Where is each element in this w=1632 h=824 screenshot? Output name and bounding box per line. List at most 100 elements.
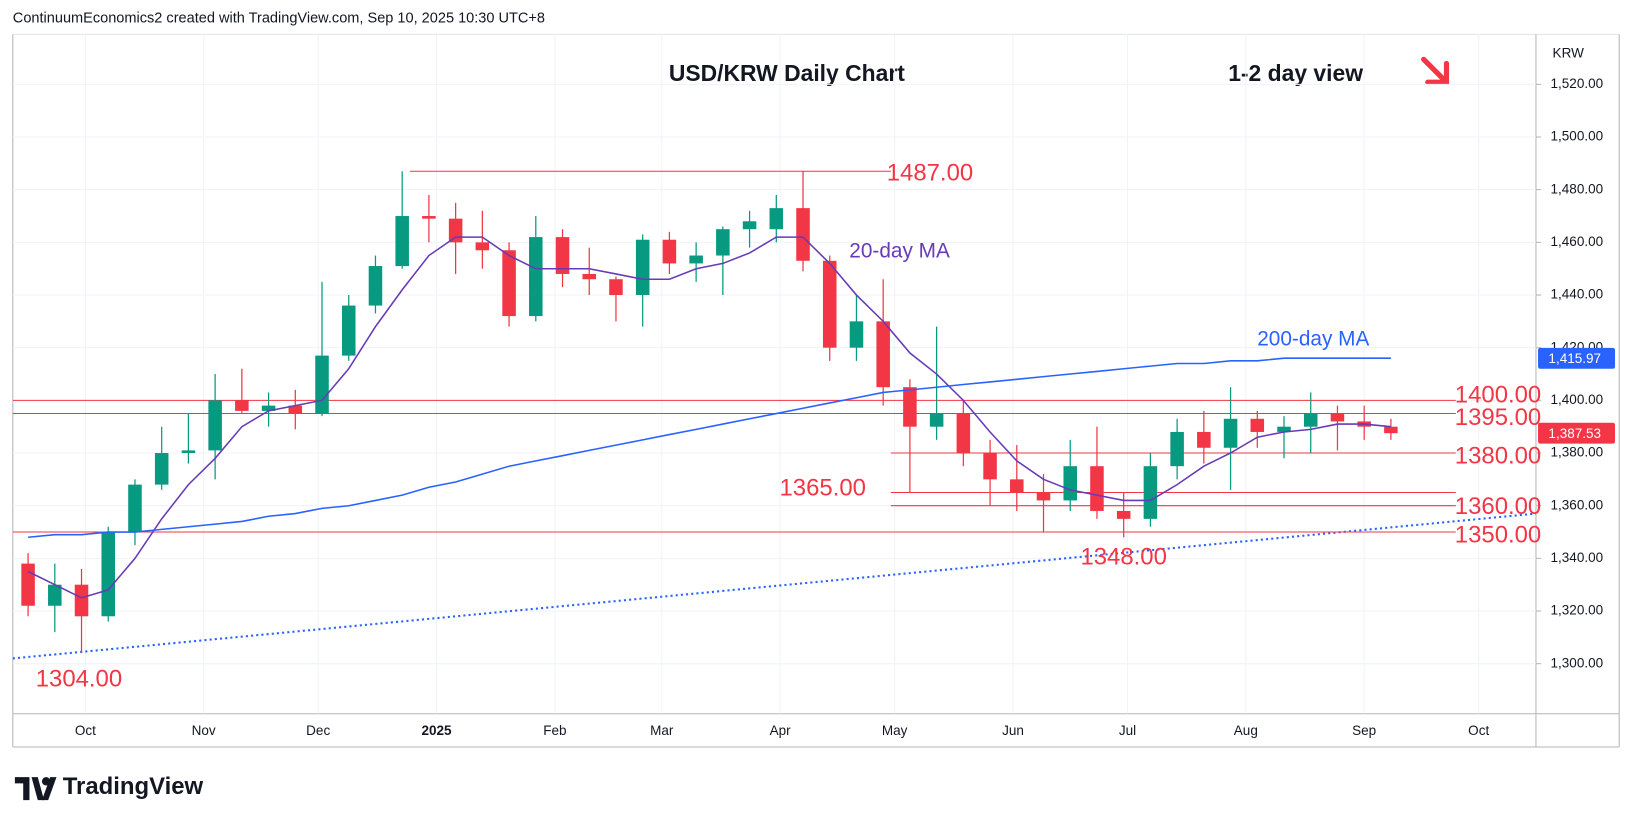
candle-body [208, 400, 222, 451]
candle-body [1330, 413, 1345, 422]
candle-body [555, 237, 570, 274]
x-tick-label: Jul [1119, 723, 1136, 738]
candle-body [903, 387, 917, 427]
candle-body [742, 221, 757, 230]
level-label: 1350.00 [1455, 521, 1541, 548]
level-label: 1400.00 [1455, 382, 1541, 409]
level-label: 1365.00 [780, 475, 866, 502]
y-tick-label: 1,460.00 [1551, 234, 1604, 249]
y-tick-label: 1,500.00 [1551, 129, 1604, 144]
x-tick-label: 2025 [422, 723, 453, 738]
candle-body [315, 355, 329, 414]
candle-body [288, 405, 303, 414]
y-tick-label: 1,440.00 [1551, 287, 1604, 302]
ma-label: 200-day MA [1257, 328, 1369, 351]
y-tick-label: 1,520.00 [1551, 76, 1604, 91]
x-tick-label: Feb [543, 723, 566, 738]
candle-body [929, 413, 944, 427]
ma-label: 20-day MA [849, 239, 950, 262]
x-tick-label: Sep [1352, 723, 1376, 738]
candle-body [48, 584, 62, 606]
candle-body [128, 484, 142, 533]
low-label: 1304.00 [36, 666, 122, 693]
candle-body [341, 305, 356, 356]
candle-body [368, 266, 383, 306]
candle-body [582, 273, 597, 280]
y-tick-label: 1,360.00 [1551, 497, 1604, 512]
price-badge [1538, 422, 1616, 444]
candle-body [1170, 431, 1184, 467]
y-tick-label: 1,380.00 [1551, 445, 1604, 460]
candle-body [181, 450, 196, 454]
candle-body [1143, 466, 1158, 519]
plot-area [12, 34, 1536, 714]
candle-body [796, 208, 810, 261]
candle-body [1250, 418, 1265, 432]
candle-body [422, 216, 436, 219]
y-tick-label: 1,300.00 [1551, 655, 1604, 670]
candle-body [849, 321, 864, 348]
candle-body [876, 321, 890, 388]
brand-name: TradingView [63, 773, 204, 800]
candle-body [235, 400, 249, 411]
x-tick-label: May [882, 723, 908, 738]
candle-body [662, 239, 677, 264]
y-tick-label: 1,480.00 [1551, 181, 1604, 196]
ma-line [27, 236, 1392, 599]
price-badge-label: 1,415.97 [1548, 351, 1601, 366]
candle-body [475, 242, 490, 251]
candle-body [716, 229, 730, 256]
candle-body [154, 453, 169, 485]
candle-body [1277, 426, 1291, 432]
ma-line [28, 357, 1391, 539]
x-tick-label: Oct [75, 723, 96, 738]
x-tick-label: Oct [1468, 723, 1489, 738]
candle-body [635, 239, 650, 296]
candle-body [769, 208, 784, 230]
candle-body [395, 216, 409, 267]
candle-body [502, 250, 516, 317]
x-tick-label: Dec [306, 723, 330, 738]
price-badge-label: 1,387.53 [1548, 426, 1601, 441]
header: ContinuumEconomics2 created with Trading… [13, 11, 545, 27]
candle-body [609, 279, 623, 296]
candle-body [689, 255, 703, 264]
candle-body [1303, 413, 1318, 427]
trend-line [12, 512, 1536, 660]
brand-logo [14, 777, 57, 801]
candle-body [1036, 492, 1051, 501]
candle-body [1197, 431, 1211, 448]
level-label: 1360.00 [1455, 493, 1541, 520]
y-tick-label: 1,340.00 [1551, 550, 1604, 565]
currency-label: KRW [1553, 46, 1585, 61]
candle-body [261, 405, 276, 411]
x-tick-label: Aug [1234, 723, 1258, 738]
y-tick-label: 1,400.00 [1551, 392, 1604, 407]
candle-body [101, 532, 116, 617]
candle-body [956, 413, 971, 454]
low-label: 1348.00 [1080, 543, 1166, 570]
candle-body [983, 453, 997, 480]
x-tick-label: Nov [192, 723, 216, 738]
candle-body [448, 218, 463, 243]
subtitle: 1-2 day view [1228, 60, 1363, 86]
x-tick-label: Mar [650, 723, 674, 738]
candle-body [1010, 479, 1024, 493]
x-tick-label: Jun [1002, 723, 1024, 738]
candle-body [1223, 418, 1238, 448]
candle-body [74, 584, 89, 617]
candle-body [1384, 426, 1398, 434]
arrow-icon [1420, 56, 1450, 85]
price-badge [1538, 347, 1616, 369]
candle-body [1090, 466, 1104, 511]
x-tick-label: Apr [770, 723, 792, 738]
y-tick-label: 1,320.00 [1551, 603, 1604, 618]
candle-body [1063, 466, 1077, 501]
level-label: 1380.00 [1455, 442, 1541, 469]
chart-title: USD/KRW Daily Chart [669, 60, 905, 86]
candle-body [822, 260, 837, 348]
level-label: 1487.00 [887, 160, 973, 187]
